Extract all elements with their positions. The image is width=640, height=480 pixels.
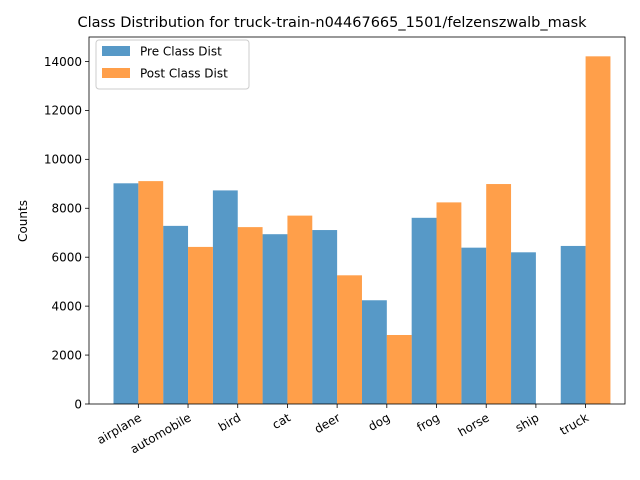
- legend-label-post: Post Class Dist: [140, 67, 228, 81]
- legend-box: [95, 39, 250, 90]
- x-tick-label-truck: truck: [557, 410, 591, 438]
- x-tick-label-dog: dog: [366, 410, 393, 433]
- bar-post-frog: [436, 202, 462, 404]
- chart-title: Class Distribution for truck-train-n0446…: [77, 15, 587, 31]
- plot-frame: [88, 36, 626, 405]
- bar-post-horse: [486, 184, 512, 404]
- y-tick-label: 6000: [51, 251, 82, 265]
- bar-post-deer: [337, 275, 362, 404]
- y-tick-label: 2000: [51, 348, 82, 362]
- legend: Pre Class Dist Post Class Dist: [95, 39, 250, 90]
- bar-pre-ship: [511, 252, 536, 404]
- legend-swatch-pre: [102, 46, 130, 56]
- bar-post-truck: [585, 56, 611, 404]
- bar-pre-cat: [262, 234, 288, 404]
- y-tick-label: 14000: [44, 55, 82, 69]
- x-tick-label-frog: frog: [414, 410, 442, 434]
- y-tick-label: 8000: [51, 202, 82, 216]
- x-tick-label-ship: ship: [513, 410, 541, 435]
- bar-pre-bird: [212, 190, 238, 404]
- legend-swatch-post: [102, 68, 130, 78]
- bar-pre-truck: [560, 245, 586, 404]
- bar-pre-frog: [411, 217, 437, 404]
- bar-post-dog: [386, 335, 412, 404]
- x-tick-label-cat: cat: [270, 410, 293, 432]
- y-axis-ticks: 0 2000 4000 6000 8000 10000 12000 14000: [44, 55, 89, 411]
- bar-pre-automobile: [163, 225, 189, 404]
- bar-post-bird: [237, 227, 263, 404]
- bars-group: [113, 56, 611, 404]
- x-tick-label-deer: deer: [312, 410, 343, 436]
- bar-pre-dog: [361, 300, 387, 404]
- y-tick-label: 4000: [51, 299, 82, 313]
- y-tick-label: 12000: [44, 104, 82, 118]
- bar-post-airplane: [138, 181, 164, 404]
- y-tick-label: 10000: [44, 153, 82, 167]
- y-axis-title: Counts: [16, 200, 30, 242]
- bar-pre-deer: [312, 230, 338, 404]
- bar-pre-horse: [461, 247, 487, 404]
- x-tick-label-bird: bird: [216, 410, 243, 434]
- bar-post-automobile: [188, 246, 213, 404]
- bar-post-cat: [287, 215, 313, 404]
- y-tick-label: 0: [74, 397, 82, 411]
- x-tick-label-horse: horse: [456, 410, 492, 439]
- legend-label-pre: Pre Class Dist: [140, 45, 222, 59]
- bar-pre-airplane: [113, 183, 139, 404]
